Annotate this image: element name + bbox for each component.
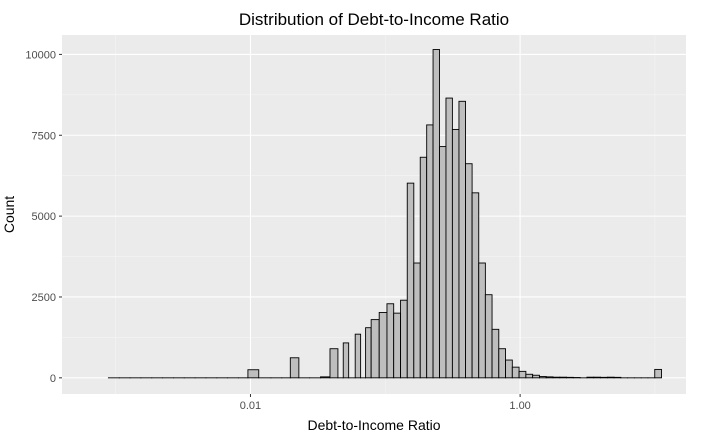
histogram-bar — [432, 49, 440, 379]
histogram-bar — [386, 303, 395, 379]
x-tick-label: 1.00 — [509, 400, 530, 412]
histogram-bar — [478, 262, 486, 379]
x-tick-label: 0.01 — [240, 400, 261, 412]
histogram-bar — [247, 369, 260, 379]
histogram-bar — [586, 376, 595, 379]
histogram-bar — [342, 342, 350, 379]
histogram-bar — [329, 348, 339, 379]
histogram-bar — [511, 366, 520, 379]
histogram-bar — [606, 376, 615, 379]
histogram-bar — [413, 262, 421, 379]
histogram-bar — [552, 376, 561, 379]
chart-title: Distribution of Debt-to-Income Ratio — [239, 10, 509, 29]
histogram-bar — [465, 163, 473, 379]
histogram-bar — [593, 376, 601, 379]
histogram-bar — [393, 312, 402, 379]
histogram-bar — [378, 312, 388, 379]
histogram-bar — [365, 327, 372, 379]
axis-ticks: 0 2500 5000 7500 10000 0.01 1.00 — [25, 49, 530, 412]
histogram-bar — [498, 348, 507, 379]
histogram-bar — [654, 368, 662, 379]
y-tick-label: 2500 — [32, 292, 56, 304]
histogram-bar — [505, 359, 513, 379]
y-tick-label: 0 — [50, 373, 56, 385]
histogram-bar — [484, 294, 493, 379]
histogram-bar — [445, 97, 453, 379]
y-axis-title: Count — [1, 196, 17, 233]
histogram-bar — [419, 156, 428, 379]
y-tick-label: 5000 — [32, 211, 56, 223]
histogram-bar — [370, 319, 380, 379]
histogram-bar — [532, 374, 540, 379]
histogram-bar — [559, 376, 568, 379]
histogram-bar — [451, 128, 460, 379]
histogram-bar — [525, 373, 534, 379]
histogram-bar — [320, 376, 331, 379]
histogram-bars — [107, 49, 662, 379]
histogram-bar — [439, 146, 447, 379]
histogram-bar — [471, 192, 480, 379]
histogram-bar — [406, 182, 415, 379]
histogram-bar — [518, 370, 527, 379]
histogram-bar — [354, 333, 362, 379]
histogram-bar — [545, 376, 554, 379]
histogram-bar — [289, 357, 300, 379]
histogram-bar — [426, 124, 434, 379]
histogram-bar — [538, 376, 547, 379]
y-tick-label: 10000 — [25, 49, 56, 61]
x-axis-title: Debt-to-Income Ratio — [307, 417, 440, 433]
y-tick-label: 7500 — [32, 130, 56, 142]
histogram-bar — [491, 328, 500, 379]
histogram-bar — [400, 299, 408, 379]
histogram-bar — [458, 100, 466, 379]
